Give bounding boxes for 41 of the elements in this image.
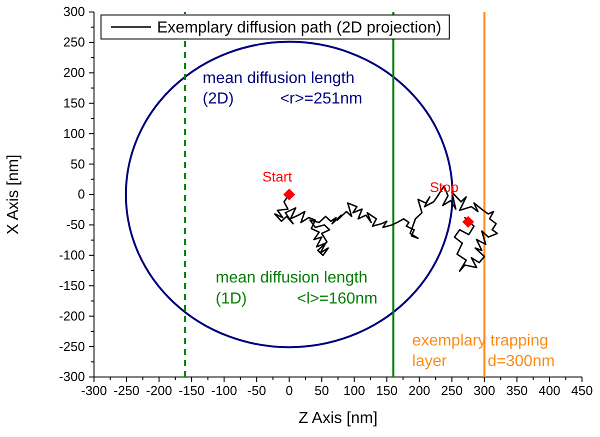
x-tick-label: -100: [211, 383, 238, 398]
x-tick-label: 450: [571, 383, 593, 398]
annotation: mean diffusion length: [216, 270, 368, 287]
y-tick-label: 0: [78, 186, 85, 202]
annotation: layer: [412, 353, 448, 370]
x-tick-label: 150: [376, 383, 398, 398]
annotation: <l>=160nm: [297, 290, 378, 308]
annotation: d=300nm: [488, 353, 555, 370]
x-tick-label: -250: [114, 383, 140, 398]
x-tick-label: 0: [286, 383, 293, 398]
x-tick-label: 100: [343, 383, 366, 398]
x-tick-label: 200: [408, 383, 430, 398]
y-tick-label: 100: [63, 126, 85, 141]
y-tick-label: -200: [58, 308, 85, 324]
x-tick-label: -50: [247, 383, 266, 398]
y-tick-label: 300: [63, 4, 85, 20]
x-tick-label: 250: [441, 383, 463, 398]
y-tick-label: 50: [70, 156, 85, 172]
annotation: (2D): [202, 90, 234, 108]
annotation: <r>=251nm: [280, 90, 362, 108]
y-axis-title: X Axis [nm]: [5, 154, 22, 235]
y-tick-label: 150: [63, 95, 85, 110]
y-tick-label: -150: [58, 278, 85, 293]
y-tick-label: 200: [63, 64, 85, 80]
x-tick-label: 50: [314, 383, 329, 398]
annotation: (1D): [216, 290, 247, 308]
y-tick-label: 250: [63, 34, 85, 50]
x-tick-label: 400: [538, 383, 560, 398]
legend-label: Exemplary diffusion path (2D projection): [157, 20, 442, 36]
x-tick-label: -150: [178, 383, 205, 398]
x-tick-label: -200: [146, 383, 172, 398]
annotation: mean diffusion length: [202, 70, 354, 88]
y-tick-label: -300: [58, 369, 85, 384]
y-tick-label: -100: [58, 247, 85, 262]
y-tick-label: -250: [58, 338, 85, 354]
x-tick-label: 350: [506, 383, 528, 398]
x-tick-label: -300: [80, 383, 108, 398]
x-axis-title: Z Axis [nm]: [298, 410, 378, 427]
annotation: Start: [262, 168, 292, 184]
y-tick-label: -50: [66, 217, 85, 232]
x-tick-label: 300: [474, 383, 496, 398]
